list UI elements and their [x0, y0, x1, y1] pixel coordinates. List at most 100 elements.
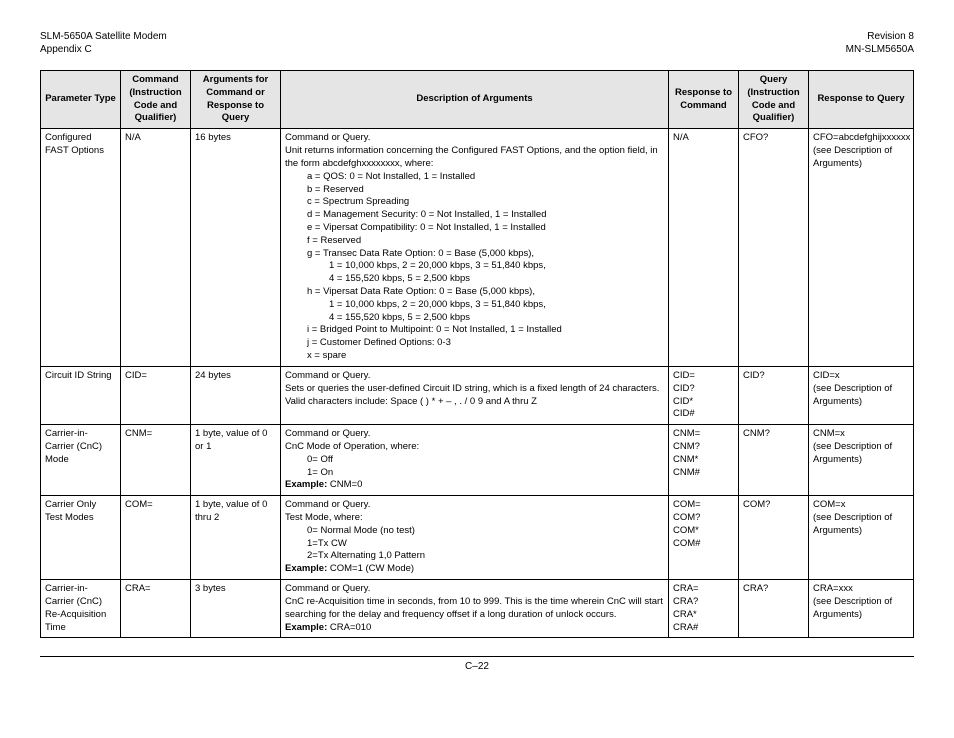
- desc-line: 1=Tx CW: [285, 538, 664, 551]
- desc-example: Example: CNM=0: [285, 479, 664, 492]
- cell-resp-cmd: CNM= CNM? CNM* CNM#: [669, 425, 739, 496]
- desc-line: f = Reserved: [285, 235, 664, 248]
- cell-resp-query: CID=x (see Description of Arguments): [809, 366, 914, 424]
- cell-param: Carrier Only Test Modes: [41, 496, 121, 580]
- cell-query: CRA?: [739, 580, 809, 638]
- resp-line: COM=: [673, 499, 734, 512]
- doc-title: SLM-5650A Satellite Modem: [40, 31, 167, 42]
- rq-line: CRA=xxx: [813, 583, 909, 596]
- desc-line: d = Management Security: 0 = Not Install…: [285, 209, 664, 222]
- rq-line: (see Description of Arguments): [813, 383, 909, 409]
- cell-args: 1 byte, value of 0 thru 2: [191, 496, 281, 580]
- cell-param: Configured FAST Options: [41, 129, 121, 367]
- page-number: C–22: [465, 661, 489, 672]
- rq-line: (see Description of Arguments): [813, 145, 909, 171]
- desc-line: 0= Off: [285, 454, 664, 467]
- cell-args: 24 bytes: [191, 366, 281, 424]
- desc-line: 0= Normal Mode (no test): [285, 525, 664, 538]
- cell-description: Command or Query. CnC re-Acquisition tim…: [281, 580, 669, 638]
- col-query: Query (Instruction Code and Qualifier): [739, 71, 809, 129]
- page-header: SLM-5650A Satellite Modem Appendix C Rev…: [40, 30, 914, 56]
- cell-resp-query: CNM=x (see Description of Arguments): [809, 425, 914, 496]
- resp-line: COM*: [673, 525, 734, 538]
- table-header-row: Parameter Type Command (Instruction Code…: [41, 71, 914, 129]
- desc-line: 4 = 155,520 kbps, 5 = 2,500 kbps: [285, 273, 664, 286]
- resp-line: COM#: [673, 538, 734, 551]
- cell-resp-query: CRA=xxx (see Description of Arguments): [809, 580, 914, 638]
- desc-line: Sets or queries the user-defined Circuit…: [285, 383, 664, 396]
- resp-line: CRA*: [673, 609, 734, 622]
- desc-line: Command or Query.: [285, 499, 664, 512]
- resp-line: CNM?: [673, 441, 734, 454]
- cell-param: Carrier-in-Carrier (CnC) Re-Acquisition …: [41, 580, 121, 638]
- cell-param: Carrier-in-Carrier (CnC) Mode: [41, 425, 121, 496]
- resp-line: CRA?: [673, 596, 734, 609]
- desc-line: 1 = 10,000 kbps, 2 = 20,000 kbps, 3 = 51…: [285, 299, 664, 312]
- cell-resp-cmd: COM= COM? COM* COM#: [669, 496, 739, 580]
- desc-line: 4 = 155,520 kbps, 5 = 2,500 kbps: [285, 312, 664, 325]
- cell-description: Command or Query. Test Mode, where: 0= N…: [281, 496, 669, 580]
- table-row: Carrier-in-Carrier (CnC) Re-Acquisition …: [41, 580, 914, 638]
- example-value: COM=1 (CW Mode): [327, 563, 414, 574]
- resp-line: CNM#: [673, 467, 734, 480]
- rq-line: CNM=x: [813, 428, 909, 441]
- desc-line: 1 = 10,000 kbps, 2 = 20,000 kbps, 3 = 51…: [285, 260, 664, 273]
- resp-line: CNM*: [673, 454, 734, 467]
- parameter-table: Parameter Type Command (Instruction Code…: [40, 70, 914, 638]
- example-value: CNM=0: [327, 479, 362, 490]
- cell-resp-query: CFO=abcdefghijxxxxxx (see Description of…: [809, 129, 914, 367]
- cell-query: CNM?: [739, 425, 809, 496]
- col-command: Command (Instruction Code and Qualifier): [121, 71, 191, 129]
- desc-line: b = Reserved: [285, 184, 664, 197]
- col-description: Description of Arguments: [281, 71, 669, 129]
- desc-line: Command or Query.: [285, 370, 664, 383]
- cell-cmd: CNM=: [121, 425, 191, 496]
- cell-cmd: CID=: [121, 366, 191, 424]
- desc-line: Unit returns information concerning the …: [285, 145, 664, 171]
- desc-line: h = Vipersat Data Rate Option: 0 = Base …: [285, 286, 664, 299]
- desc-line: i = Bridged Point to Multipoint: 0 = Not…: [285, 324, 664, 337]
- cell-cmd: COM=: [121, 496, 191, 580]
- resp-line: CRA#: [673, 622, 734, 635]
- cell-resp-cmd: CID= CID? CID* CID#: [669, 366, 739, 424]
- col-parameter-type: Parameter Type: [41, 71, 121, 129]
- rq-line: CID=x: [813, 370, 909, 383]
- resp-line: COM?: [673, 512, 734, 525]
- cell-description: Command or Query. Unit returns informati…: [281, 129, 669, 367]
- table-row: Carrier Only Test Modes COM= 1 byte, val…: [41, 496, 914, 580]
- desc-line: Command or Query.: [285, 132, 664, 145]
- doc-code: MN-SLM5650A: [846, 44, 914, 55]
- resp-line: CRA=: [673, 583, 734, 596]
- desc-line: g = Transec Data Rate Option: 0 = Base (…: [285, 248, 664, 261]
- table-row: Configured FAST Options N/A 16 bytes Com…: [41, 129, 914, 367]
- rq-line: (see Description of Arguments): [813, 441, 909, 467]
- rq-line: COM=x: [813, 499, 909, 512]
- desc-example: Example: CRA=010: [285, 622, 664, 635]
- cell-args: 1 byte, value of 0 or 1: [191, 425, 281, 496]
- desc-line: j = Customer Defined Options: 0-3: [285, 337, 664, 350]
- desc-line: Command or Query.: [285, 583, 664, 596]
- header-left: SLM-5650A Satellite Modem Appendix C: [40, 30, 167, 56]
- col-arguments: Arguments for Command or Response to Que…: [191, 71, 281, 129]
- desc-line: Valid characters include: Space ( ) * + …: [285, 396, 664, 409]
- cell-cmd: CRA=: [121, 580, 191, 638]
- example-label: Example:: [285, 622, 327, 633]
- desc-line: x = spare: [285, 350, 664, 363]
- cell-resp-cmd: N/A: [669, 129, 739, 367]
- desc-example: Example: COM=1 (CW Mode): [285, 563, 664, 576]
- cell-description: Command or Query. Sets or queries the us…: [281, 366, 669, 424]
- resp-line: CNM=: [673, 428, 734, 441]
- desc-line: CnC re-Acquisition time in seconds, from…: [285, 596, 664, 622]
- table-row: Circuit ID String CID= 24 bytes Command …: [41, 366, 914, 424]
- desc-line: e = Vipersat Compatibility: 0 = Not Inst…: [285, 222, 664, 235]
- desc-line: 2=Tx Alternating 1,0 Pattern: [285, 550, 664, 563]
- resp-line: CID=: [673, 370, 734, 383]
- rq-line: CFO=abcdefghijxxxxxx: [813, 132, 909, 145]
- resp-line: CID?: [673, 383, 734, 396]
- desc-line: 1= On: [285, 467, 664, 480]
- rq-line: (see Description of Arguments): [813, 596, 909, 622]
- table-row: Carrier-in-Carrier (CnC) Mode CNM= 1 byt…: [41, 425, 914, 496]
- page-footer: C–22: [40, 656, 914, 672]
- resp-line: CID#: [673, 408, 734, 421]
- resp-line: CID*: [673, 396, 734, 409]
